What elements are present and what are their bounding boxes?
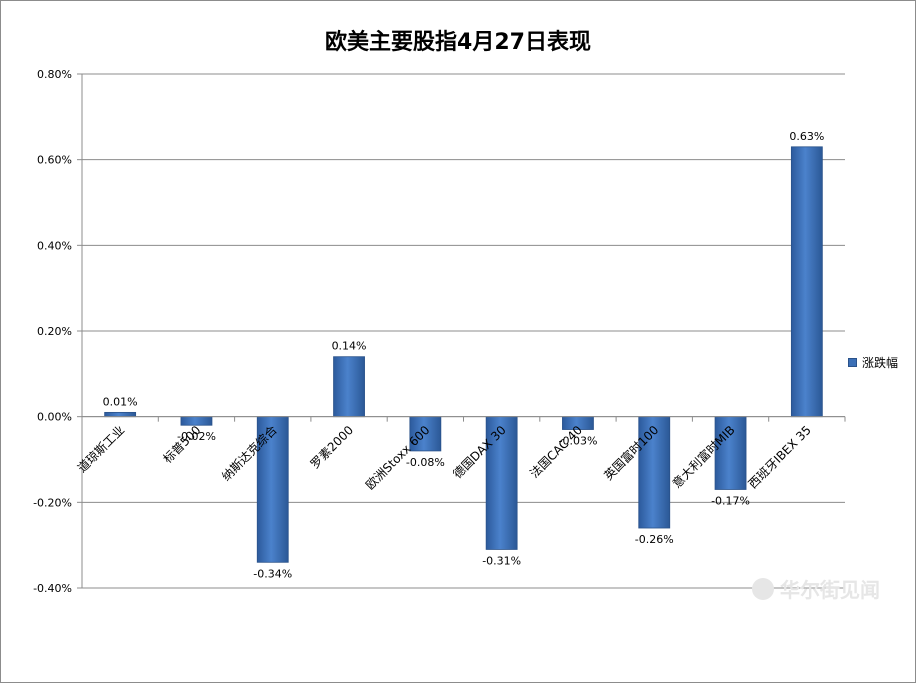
y-tick-label: -0.40% bbox=[33, 582, 72, 595]
watermark-logo-icon bbox=[752, 577, 774, 600]
data-label: -0.08% bbox=[406, 456, 445, 469]
legend-swatch bbox=[848, 358, 857, 367]
bar bbox=[485, 416, 518, 550]
data-label: -0.03% bbox=[558, 435, 597, 448]
bar bbox=[714, 416, 747, 490]
data-label: 0.63% bbox=[789, 130, 824, 143]
x-tick-label: 罗素2000 bbox=[308, 423, 356, 471]
y-tick-label: 0.20% bbox=[37, 325, 72, 338]
legend: 涨跌幅 bbox=[848, 354, 898, 371]
y-tick-label: 0.60% bbox=[37, 154, 72, 167]
watermark: 华尔街见闻 bbox=[752, 574, 880, 603]
gridlines bbox=[82, 73, 845, 589]
y-tick-label: -0.20% bbox=[33, 496, 72, 509]
data-label: 0.01% bbox=[103, 395, 138, 408]
bar bbox=[256, 416, 289, 563]
legend-label: 涨跌幅 bbox=[862, 356, 899, 370]
y-tick-label: 0.00% bbox=[37, 411, 72, 424]
bar bbox=[104, 411, 137, 418]
data-labels: 0.01% -0.02% -0.34% 0.14% -0.08% -0.31% -0.03%… bbox=[103, 130, 825, 580]
y-tick-label: 0.40% bbox=[37, 239, 72, 252]
y-tick-label: 0.80% bbox=[37, 68, 72, 81]
bar bbox=[333, 356, 365, 418]
data-label: -0.31% bbox=[482, 554, 521, 567]
watermark-text: 华尔街见闻 bbox=[780, 578, 880, 602]
bars bbox=[104, 146, 823, 563]
chart-title: 欧美主要股指4月27日表现 bbox=[325, 30, 591, 55]
data-label: -0.34% bbox=[253, 567, 292, 580]
data-label: -0.02% bbox=[177, 430, 216, 443]
data-label: -0.17% bbox=[711, 494, 750, 507]
x-tick-label: 法国CAC 40 bbox=[527, 423, 585, 481]
bar bbox=[790, 146, 823, 418]
x-tick-label: 西班牙IBEX 35 bbox=[746, 423, 814, 491]
data-label: -0.26% bbox=[635, 533, 674, 546]
bar bbox=[638, 416, 671, 529]
data-label: 0.14% bbox=[332, 340, 367, 353]
bar bbox=[180, 416, 213, 426]
